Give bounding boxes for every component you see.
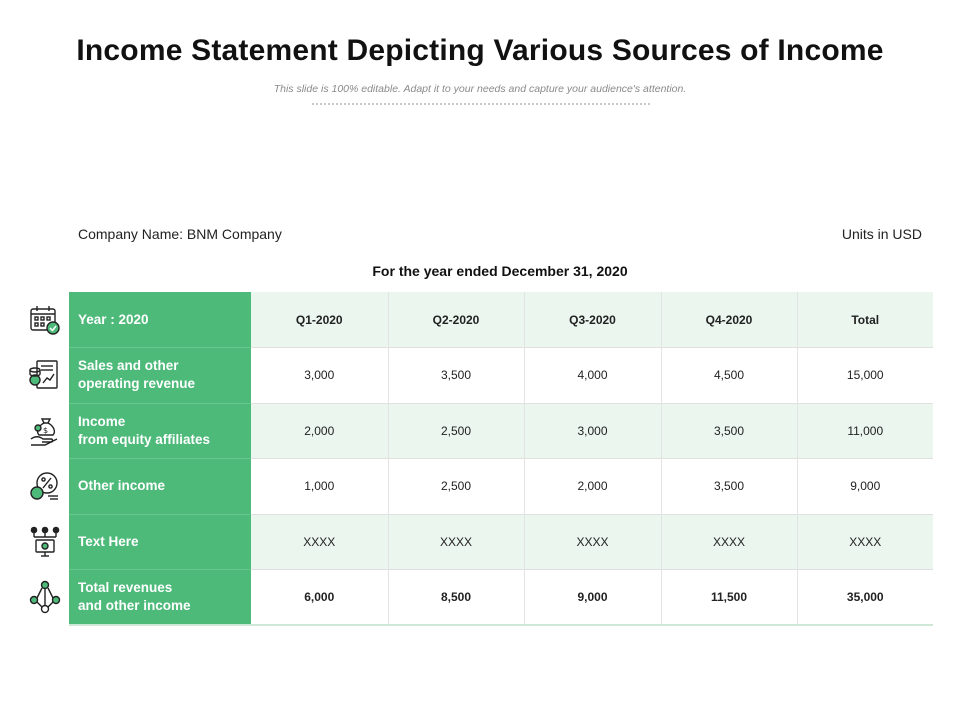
- revenue-document-icon: [22, 348, 68, 404]
- table-cell: 35,000: [846, 590, 884, 604]
- table-cell: 1,000: [251, 458, 389, 514]
- column-header: Total: [797, 292, 933, 348]
- table-cell: 8,500: [388, 569, 525, 625]
- row-label-line: from equity affiliates: [78, 431, 211, 447]
- table-cell: 11,500: [661, 569, 798, 625]
- table-cell: 3,000: [251, 347, 389, 403]
- table-cell: 6,000: [251, 569, 389, 625]
- table-cell: XXXX: [251, 514, 389, 570]
- table-header-row: Year : 2020 Q1-2020 Q2-2020 Q3-2020 Q4-2…: [69, 292, 933, 348]
- row-label-line: Text Here: [78, 533, 139, 549]
- table-cell: XXXX: [524, 514, 662, 570]
- income-statement-table: Year : 2020 Q1-2020 Q2-2020 Q3-2020 Q4-2…: [69, 292, 933, 626]
- money-bag-hand-icon: $: [22, 403, 68, 459]
- table-total-row: Total revenues and other income 6,000 8,…: [69, 569, 933, 626]
- period-heading: For the year ended December 31, 2020: [372, 263, 628, 279]
- page-subtitle: This slide is 100% editable. Adapt it to…: [273, 83, 687, 95]
- table-cell: 3,000: [524, 403, 662, 459]
- table-cell: 3,500: [661, 458, 798, 514]
- calendar-check-icon: [22, 292, 68, 348]
- table-cell: 4,000: [524, 347, 662, 403]
- table-cell: XXXX: [797, 514, 933, 570]
- row-label-line: Total revenues: [78, 580, 173, 595]
- column-header: Q2-2020: [388, 292, 525, 348]
- table-cell: 4,500: [661, 347, 798, 403]
- table-cell: 9,000: [524, 569, 662, 625]
- table-row: Other income 1,000 2,500 2,000 3,500 9,0…: [69, 458, 933, 515]
- table-cell: 2,000: [524, 458, 662, 514]
- table-cell: XXXX: [388, 514, 525, 570]
- row-label-line: operating revenue: [78, 376, 196, 392]
- subtitle-divider: [312, 103, 650, 105]
- table-cell: 9,000: [850, 479, 881, 494]
- row-label-line: and other income: [78, 598, 191, 613]
- column-header: Q4-2020: [661, 292, 798, 348]
- network-monitor-icon: [22, 514, 68, 570]
- percent-coins-icon: [22, 459, 68, 515]
- row-label: Other income: [69, 458, 251, 515]
- table-cell: 2,000: [251, 403, 389, 459]
- table-cell: 3,500: [661, 403, 798, 459]
- table-row: Sales and other operating revenue 3,000 …: [69, 347, 933, 404]
- row-label: Total revenues and other income: [69, 569, 251, 626]
- table-cell: 15,000: [846, 368, 884, 383]
- column-header: Q3-2020: [524, 292, 662, 348]
- units-label: Units in USD: [841, 226, 922, 242]
- row-label-line: Income: [78, 413, 126, 429]
- table-cell: 2,500: [388, 403, 525, 459]
- connected-nodes-icon: [22, 570, 68, 626]
- table-row: Income from equity affiliates 2,000 2,50…: [69, 403, 933, 459]
- row-label: Income from equity affiliates: [69, 403, 251, 459]
- row-label-line: Sales and other: [78, 358, 179, 374]
- row-label-line: Other income: [78, 478, 166, 494]
- company-name: Company Name: BNM Company: [78, 226, 282, 242]
- table-cell: 11,000: [797, 403, 933, 459]
- table-cell: 2,500: [388, 458, 525, 514]
- table-cell: 3,500: [388, 347, 525, 403]
- row-label: Text Here: [69, 514, 251, 570]
- table-cell: XXXX: [661, 514, 798, 570]
- column-header: Q1-2020: [251, 292, 389, 348]
- row-icons: $: [22, 292, 68, 625]
- year-label: Year : 2020: [69, 292, 251, 348]
- row-label: Sales and other operating revenue: [69, 347, 251, 404]
- table-row: Text Here XXXX XXXX XXXX XXXX XXXX: [69, 514, 933, 570]
- page-title: Income Statement Depicting Various Sourc…: [76, 34, 884, 67]
- svg-text:$: $: [43, 426, 48, 435]
